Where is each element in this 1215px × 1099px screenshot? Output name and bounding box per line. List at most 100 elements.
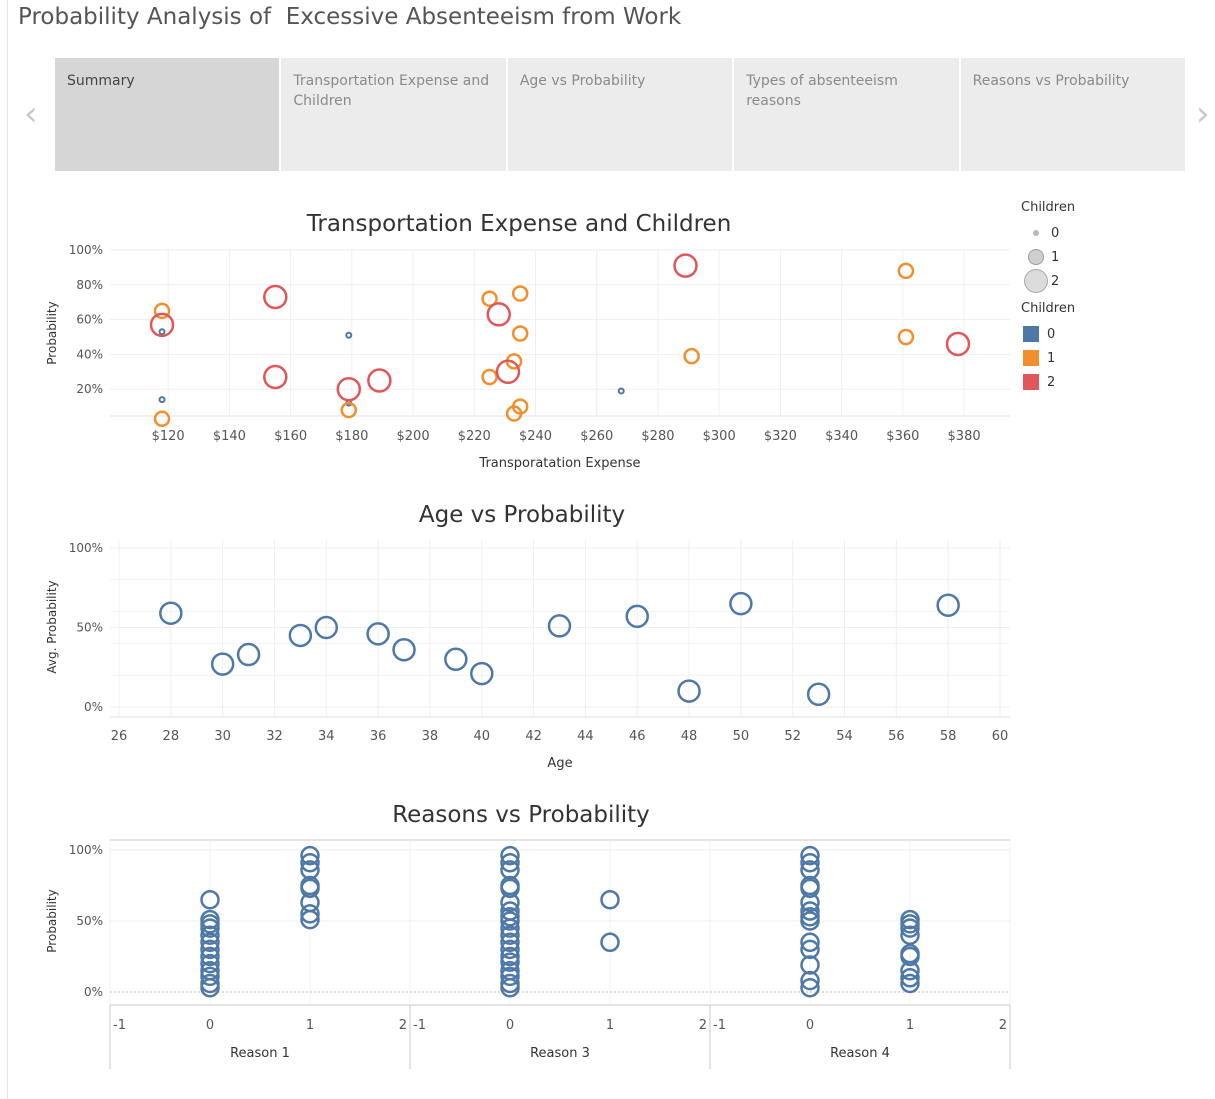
- x-tick-label: $220: [458, 429, 491, 444]
- x-tick-label: 2: [999, 1018, 1007, 1033]
- tab-reasons-vs-probability[interactable]: Reasons vs Probability: [960, 58, 1186, 171]
- data-point: [806, 682, 831, 707]
- x-axis-title: Age: [547, 756, 572, 771]
- data-point: [495, 359, 521, 385]
- data-point: [800, 845, 820, 866]
- data-point: [158, 328, 166, 336]
- data-point: [200, 925, 220, 945]
- data-point: [511, 325, 529, 342]
- tab-transportation-expense-children[interactable]: Transportation Expense and Children: [281, 58, 506, 171]
- color-legend-title: Children: [1021, 301, 1076, 316]
- data-point: [486, 302, 512, 327]
- x-tick-label: 56: [888, 729, 905, 744]
- data-point: [300, 878, 320, 899]
- data-point: [625, 604, 649, 629]
- data-point: [500, 939, 520, 960]
- x-tick-label: 38: [422, 729, 439, 744]
- data-point: [300, 904, 320, 924]
- x-tick-label: 32: [266, 729, 283, 744]
- data-point: [200, 966, 220, 987]
- chart-title: Age vs Probability: [419, 502, 625, 528]
- panel-frame: [409, 839, 711, 1006]
- data-point: [800, 977, 820, 998]
- data-point: [900, 973, 920, 994]
- story-tabs: Summary Transportation Expense and Child…: [55, 58, 1186, 171]
- x-tick-label: -1: [113, 1018, 126, 1033]
- x-tick-label: 54: [836, 729, 853, 744]
- y-axis-title: Probability: [45, 889, 59, 952]
- tab-label: Reasons vs Probability: [972, 73, 1130, 89]
- tab-label: Age vs Probability: [519, 73, 646, 89]
- data-point: [470, 661, 494, 686]
- data-point: [149, 312, 175, 338]
- panel-frame: [709, 839, 1011, 1006]
- legend: Children 0 1 2 Children 0 1 2: [1021, 200, 1075, 394]
- data-point: [500, 966, 520, 987]
- color-swatch-1: [1023, 350, 1039, 366]
- x-tick-label: 52: [784, 729, 801, 744]
- data-point: [300, 909, 320, 930]
- data-point: [500, 977, 520, 998]
- data-point: [800, 860, 820, 880]
- panel-frame: [109, 839, 411, 1006]
- x-tick-label: $260: [580, 429, 613, 444]
- data-point: [900, 918, 920, 938]
- data-point: [900, 960, 920, 981]
- data-point: [366, 622, 390, 646]
- data-point: [200, 932, 220, 953]
- x-tick-label: 44: [577, 729, 594, 744]
- x-tick-label: $320: [764, 429, 797, 444]
- size-symbol-2: [1024, 269, 1048, 293]
- y-axis-title: Probability: [45, 301, 59, 364]
- tab-label: Transportation Expense and Children: [293, 73, 490, 109]
- color-legend-item[interactable]: 0: [1021, 322, 1075, 346]
- color-legend-item[interactable]: 1: [1021, 346, 1075, 370]
- size-legend-item[interactable]: 2: [1021, 269, 1075, 293]
- x-tick-label: $380: [948, 429, 981, 444]
- y-tick-label: 60%: [76, 313, 103, 327]
- size-legend-item[interactable]: 0: [1021, 221, 1075, 245]
- y-axis-title: Avg. Probability: [45, 580, 59, 673]
- data-point: [500, 845, 520, 866]
- size-legend-item[interactable]: 1: [1021, 245, 1075, 269]
- size-symbol-1: [1028, 249, 1044, 265]
- x-tick-label: 60: [992, 729, 1009, 744]
- data-point: [897, 328, 915, 346]
- x-tick-label: 2: [399, 1018, 407, 1033]
- tab-age-vs-probability[interactable]: Age vs Probability: [507, 58, 733, 171]
- color-legend-label: 2: [1047, 374, 1056, 390]
- tab-summary[interactable]: Summary: [55, 58, 280, 171]
- x-tick-label: 34: [318, 729, 335, 744]
- data-point: [500, 952, 520, 972]
- x-tick-label: $280: [641, 429, 674, 444]
- chevron-right-icon[interactable]: ›: [1196, 94, 1210, 134]
- x-tick-label: 0: [506, 1018, 514, 1033]
- data-point: [500, 911, 520, 931]
- x-tick-label: 1: [306, 1018, 314, 1033]
- color-swatch-0: [1023, 326, 1039, 342]
- size-legend-label: 1: [1051, 249, 1060, 265]
- x-tick-label: 50: [733, 729, 750, 744]
- x-tick-label: 40: [473, 729, 490, 744]
- data-point: [500, 918, 520, 938]
- tab-types-of-absenteeism-reasons[interactable]: Types of absenteeism reasons: [734, 58, 959, 171]
- data-point: [300, 853, 320, 873]
- size-legend-label: 0: [1051, 225, 1060, 241]
- data-point: [900, 925, 920, 945]
- data-point: [511, 285, 529, 302]
- x-tick-label: $340: [825, 429, 858, 444]
- data-point: [153, 302, 171, 320]
- y-tick-label: 50%: [76, 621, 103, 635]
- data-point: [340, 401, 358, 419]
- x-tick-label: $360: [886, 429, 919, 444]
- data-point: [263, 284, 288, 310]
- data-point: [600, 889, 620, 910]
- data-point: [288, 623, 313, 648]
- data-point: [500, 925, 520, 945]
- x-tick-label: $120: [152, 429, 185, 444]
- data-point: [500, 932, 520, 953]
- data-point: [547, 614, 572, 638]
- chevron-left-icon[interactable]: ‹: [24, 94, 38, 134]
- color-legend-item[interactable]: 2: [1021, 370, 1075, 394]
